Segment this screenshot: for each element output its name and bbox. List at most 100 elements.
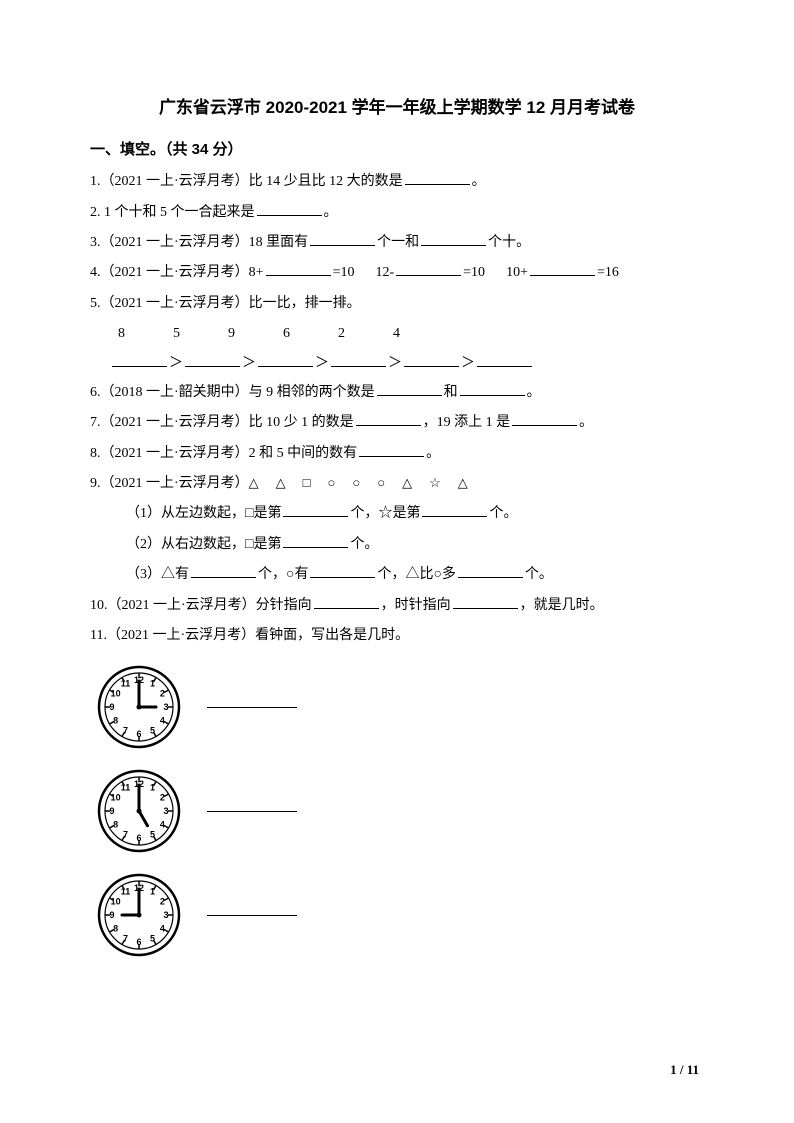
gt: ＞ bbox=[461, 356, 475, 371]
svg-text:2: 2 bbox=[160, 793, 165, 803]
svg-text:5: 5 bbox=[150, 934, 155, 944]
q7-text: 比 10 少 1 的数是 bbox=[249, 415, 354, 430]
q9-3c: 个，△比○多 bbox=[377, 567, 455, 582]
clock-icon: 123456789101112 bbox=[96, 768, 182, 854]
blank bbox=[460, 382, 525, 396]
clock-icon: 123456789101112 bbox=[96, 872, 182, 958]
q1-tag: （2021 一上·云浮月考） bbox=[101, 174, 249, 189]
svg-text:10: 10 bbox=[111, 689, 121, 699]
blank bbox=[310, 232, 375, 246]
q9-1b: 个，☆是第 bbox=[350, 506, 420, 521]
question-10: 10.（2021 一上·云浮月考）分针指向，时针指向，就是几时。 bbox=[90, 591, 704, 620]
q9-2b: 个。 bbox=[350, 537, 378, 552]
q4-tag: （2021 一上·云浮月考） bbox=[101, 265, 249, 280]
question-9-3: （3）△有 个，○有 个，△比○多 个。 bbox=[90, 560, 704, 589]
q7-tag: （2021 一上·云浮月考） bbox=[101, 415, 249, 430]
section-header: 一、填空。（共 34 分） bbox=[90, 134, 704, 166]
q3-text3: 个十。 bbox=[488, 235, 530, 250]
blank bbox=[477, 353, 532, 367]
q1-text: 比 14 少且比 12 大的数是 bbox=[249, 174, 403, 189]
blank bbox=[283, 534, 348, 548]
q4-eq1a: 8+ bbox=[249, 265, 264, 280]
svg-text:6: 6 bbox=[136, 833, 141, 843]
q10-text: 分针指向 bbox=[256, 598, 312, 613]
gt: ＞ bbox=[388, 356, 402, 371]
blank bbox=[377, 382, 442, 396]
clock-row: 123456789101112 bbox=[96, 768, 704, 854]
svg-text:1: 1 bbox=[150, 887, 155, 897]
q9-3d: 个。 bbox=[525, 567, 553, 582]
blank bbox=[405, 171, 470, 185]
svg-text:6: 6 bbox=[136, 729, 141, 739]
blank bbox=[512, 412, 577, 426]
svg-text:8: 8 bbox=[113, 820, 118, 830]
q9-tag: （2021 一上·云浮月考） bbox=[101, 476, 249, 491]
q3-text2: 个一和 bbox=[377, 235, 419, 250]
compare-row: ＞＞＞＞＞ bbox=[90, 349, 704, 378]
q9-1a: （1）从左边数起，□是第 bbox=[126, 506, 281, 521]
q8-num: 8. bbox=[90, 446, 101, 461]
svg-text:11: 11 bbox=[121, 783, 131, 793]
q9-2a: （2）从右边数起，□是第 bbox=[126, 537, 281, 552]
gt: ＞ bbox=[242, 356, 256, 371]
blank bbox=[266, 262, 331, 276]
svg-text:8: 8 bbox=[113, 716, 118, 726]
svg-text:5: 5 bbox=[150, 726, 155, 736]
question-6: 6.（2018 一上·韶关期中）与 9 相邻的两个数是和。 bbox=[90, 378, 704, 407]
q6-num: 6. bbox=[90, 385, 101, 400]
blank bbox=[421, 232, 486, 246]
question-4: 4.（2021 一上·云浮月考）8+=10 12-=10 10+=16 bbox=[90, 258, 704, 287]
q3-num: 3. bbox=[90, 235, 101, 250]
num: 9 bbox=[228, 319, 283, 348]
svg-text:11: 11 bbox=[121, 679, 131, 689]
q9-3a: （3）△有 bbox=[126, 567, 189, 582]
q10-text3: ，就是几时。 bbox=[520, 598, 604, 613]
svg-text:4: 4 bbox=[160, 716, 165, 726]
blank bbox=[458, 564, 523, 578]
q9-shapes: △ △ □ ○ ○ ○ △ ☆ △ bbox=[249, 475, 470, 490]
period: 。 bbox=[527, 385, 541, 400]
q6-tag: （2018 一上·韶关期中） bbox=[101, 385, 249, 400]
question-9-2: （2）从右边数起，□是第 个。 bbox=[90, 530, 704, 559]
q10-tag: （2021 一上·云浮月考） bbox=[108, 598, 256, 613]
svg-text:7: 7 bbox=[123, 830, 128, 840]
blank bbox=[191, 564, 256, 578]
svg-text:10: 10 bbox=[111, 793, 121, 803]
blank bbox=[396, 262, 461, 276]
q9-num: 9. bbox=[90, 476, 101, 491]
question-9-1: （1）从左边数起，□是第个，☆是第个。 bbox=[90, 499, 704, 528]
q9-3b: 个，○有 bbox=[258, 567, 308, 582]
blank bbox=[314, 595, 379, 609]
q5-tag: （2021 一上·云浮月考） bbox=[101, 296, 249, 311]
q4-eq1b: =10 bbox=[333, 265, 355, 280]
gt: ＞ bbox=[169, 356, 183, 371]
svg-text:9: 9 bbox=[109, 702, 114, 712]
q4-num: 4. bbox=[90, 265, 101, 280]
svg-text:8: 8 bbox=[113, 924, 118, 934]
svg-text:3: 3 bbox=[163, 910, 168, 920]
q6-text: 与 9 相邻的两个数是 bbox=[249, 385, 375, 400]
svg-text:1: 1 bbox=[150, 783, 155, 793]
q1-num: 1. bbox=[90, 174, 101, 189]
question-9: 9.（2021 一上·云浮月考）△ △ □ ○ ○ ○ △ ☆ △ bbox=[90, 469, 704, 498]
q3-tag: （2021 一上·云浮月考） bbox=[101, 235, 249, 250]
question-7: 7.（2021 一上·云浮月考）比 10 少 1 的数是，19 添上 1 是。 bbox=[90, 408, 704, 437]
svg-text:7: 7 bbox=[123, 726, 128, 736]
q7-text2: ，19 添上 1 是 bbox=[423, 415, 511, 430]
q10-num: 10. bbox=[90, 598, 108, 613]
question-3: 3.（2021 一上·云浮月考）18 里面有个一和个十。 bbox=[90, 228, 704, 257]
q7-num: 7. bbox=[90, 415, 101, 430]
blank bbox=[257, 202, 322, 216]
question-11: 11.（2021 一上·云浮月考）看钟面，写出各是几时。 bbox=[90, 621, 704, 650]
blank bbox=[331, 353, 386, 367]
q4-eq2b: =10 bbox=[463, 265, 485, 280]
answer-line bbox=[207, 915, 297, 916]
q11-num: 11. bbox=[90, 628, 107, 643]
q8-text: 2 和 5 中间的数有 bbox=[249, 446, 358, 461]
svg-text:11: 11 bbox=[121, 887, 131, 897]
num: 6 bbox=[283, 319, 338, 348]
question-2: 2. 1 个十和 5 个一合起来是。 bbox=[90, 198, 704, 227]
svg-text:2: 2 bbox=[160, 897, 165, 907]
page-title: 广东省云浮市 2020-2021 学年一年级上学期数学 12 月月考试卷 bbox=[90, 90, 704, 126]
svg-text:1: 1 bbox=[150, 679, 155, 689]
